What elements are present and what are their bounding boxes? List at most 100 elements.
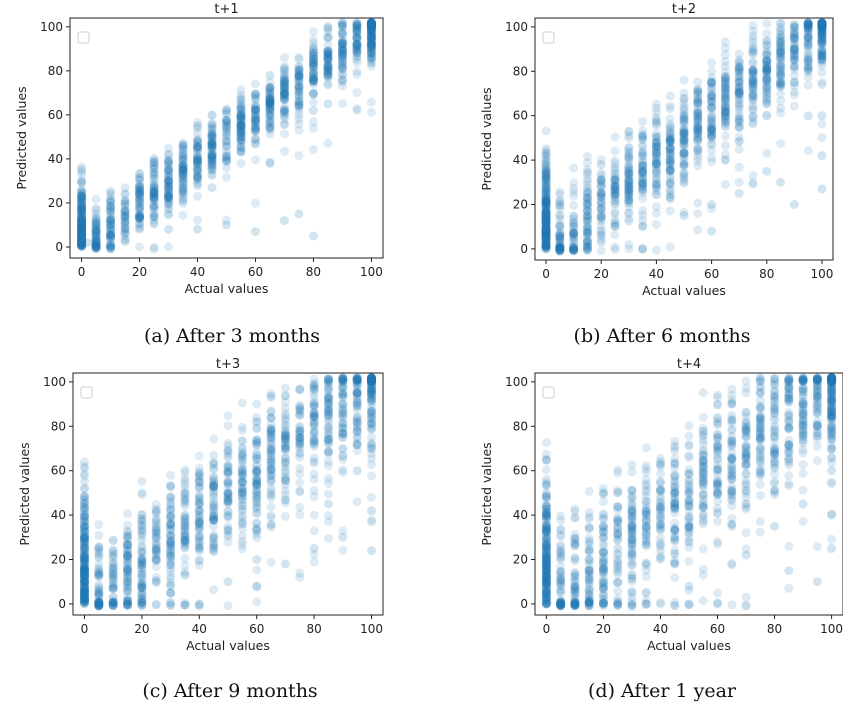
scatter-point bbox=[280, 391, 290, 401]
scatter-point bbox=[570, 575, 580, 585]
scatter-point bbox=[776, 63, 786, 73]
scatter-point bbox=[209, 542, 219, 552]
scatter-point bbox=[817, 46, 827, 56]
scatter-point bbox=[541, 239, 551, 249]
scatter-point bbox=[770, 490, 780, 500]
scatter-point bbox=[555, 231, 565, 241]
scatter-point bbox=[236, 135, 246, 145]
scatter-point bbox=[762, 90, 772, 100]
scatter-point bbox=[209, 512, 219, 522]
scatter-point bbox=[77, 211, 87, 221]
scatter-point bbox=[193, 138, 203, 148]
scatter-point bbox=[596, 212, 606, 222]
scatter-point bbox=[295, 402, 305, 412]
scatter-point bbox=[79, 463, 89, 473]
scatter-point bbox=[265, 95, 275, 105]
scatter-point bbox=[641, 485, 651, 495]
scatter-point bbox=[762, 40, 772, 50]
scatter-point bbox=[265, 83, 275, 93]
scatter-point bbox=[149, 195, 159, 205]
scatter-point bbox=[94, 585, 104, 595]
scatter-point bbox=[295, 384, 305, 394]
scatter-point bbox=[164, 176, 174, 186]
scatter-point bbox=[209, 497, 219, 507]
scatter-point bbox=[338, 432, 348, 442]
scatter-point bbox=[135, 214, 145, 224]
scatter-point bbox=[665, 135, 675, 145]
scatter-point bbox=[784, 456, 794, 466]
scatter-point bbox=[338, 400, 348, 410]
scatter-point bbox=[338, 399, 348, 409]
scatter-point bbox=[265, 98, 275, 108]
scatter-point bbox=[120, 234, 130, 244]
scatter-point bbox=[194, 525, 204, 535]
scatter-point bbox=[541, 168, 551, 178]
scatter-point bbox=[366, 40, 376, 50]
scatter-point bbox=[762, 76, 772, 86]
scatter-point bbox=[77, 222, 87, 232]
scatter-point bbox=[266, 464, 276, 474]
scatter-point bbox=[817, 20, 827, 30]
scatter-point bbox=[707, 128, 717, 138]
chart-title: t+3 bbox=[216, 357, 240, 372]
scatter-point bbox=[776, 177, 786, 187]
scatter-point bbox=[596, 208, 606, 218]
scatter-point bbox=[755, 414, 765, 424]
scatter-point bbox=[178, 179, 188, 189]
scatter-point bbox=[222, 151, 231, 161]
scatter-point bbox=[338, 390, 348, 400]
scatter-point bbox=[624, 184, 634, 194]
scatter-point bbox=[655, 525, 665, 535]
scatter-point bbox=[280, 383, 290, 393]
scatter-point bbox=[352, 388, 362, 398]
scatter-point bbox=[79, 597, 89, 607]
scatter-point bbox=[707, 105, 717, 115]
scatter-point bbox=[817, 20, 827, 30]
scatter-point bbox=[638, 221, 648, 231]
scatter-point bbox=[610, 146, 620, 156]
scatter-point bbox=[151, 546, 161, 556]
scatter-point bbox=[108, 599, 118, 609]
scatter-point bbox=[77, 238, 87, 248]
scatter-point bbox=[352, 433, 362, 443]
scatter-point bbox=[352, 418, 362, 428]
scatter-point bbox=[94, 588, 104, 598]
scatter-point bbox=[178, 198, 188, 208]
scatter-point bbox=[827, 374, 837, 384]
scatter-point bbox=[827, 386, 837, 396]
scatter-point bbox=[776, 31, 786, 41]
scatter-point bbox=[352, 466, 362, 476]
scatter-point bbox=[266, 424, 276, 434]
scatter-point bbox=[338, 377, 348, 387]
scatter-point bbox=[352, 105, 362, 115]
scatter-point bbox=[266, 429, 276, 439]
scatter-point bbox=[367, 374, 377, 384]
scatter-point bbox=[651, 160, 661, 170]
scatter-point bbox=[582, 237, 592, 247]
scatter-point bbox=[149, 180, 159, 190]
scatter-point bbox=[77, 241, 87, 251]
scatter-point bbox=[627, 601, 637, 611]
scatter-point bbox=[79, 559, 89, 569]
scatter-point bbox=[77, 206, 87, 216]
scatter-point bbox=[651, 151, 661, 161]
scatter-point bbox=[366, 31, 376, 41]
scatter-point bbox=[584, 546, 594, 556]
scatter-point bbox=[280, 430, 290, 440]
scatter-point bbox=[569, 229, 579, 239]
scatter-point bbox=[79, 586, 89, 596]
scatter-point bbox=[684, 501, 694, 511]
scatter-point bbox=[584, 590, 594, 600]
scatter-point bbox=[651, 139, 661, 149]
scatter-point bbox=[762, 57, 772, 67]
scatter-point bbox=[693, 114, 703, 124]
scatter-point bbox=[817, 29, 827, 39]
scatter-point bbox=[817, 38, 827, 48]
scatter-point bbox=[180, 529, 190, 539]
scatter-point bbox=[555, 240, 565, 250]
scatter-point bbox=[684, 537, 694, 547]
scatter-point bbox=[748, 65, 758, 75]
scatter-point bbox=[91, 240, 101, 250]
scatter-point bbox=[209, 459, 219, 469]
scatter-point bbox=[541, 223, 551, 233]
